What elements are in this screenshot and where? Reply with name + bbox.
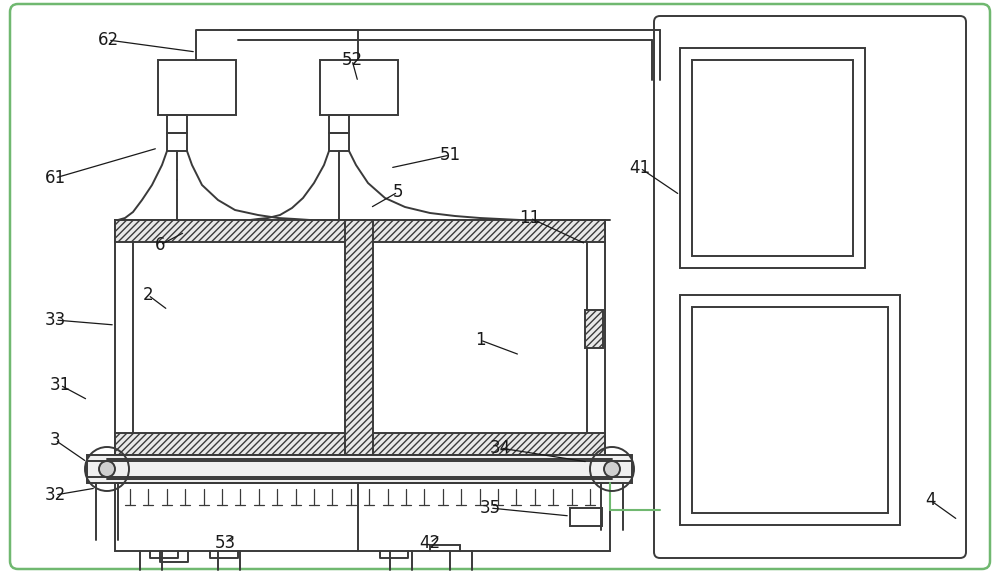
Bar [680, 295, 900, 525]
Text: 11: 11 [519, 209, 541, 227]
Text: 4: 4 [925, 491, 935, 509]
Text: 32: 32 [44, 486, 66, 504]
Text: 1: 1 [475, 331, 485, 349]
Bar [158, 60, 236, 115]
Text: 33: 33 [44, 311, 66, 329]
Text: 41: 41 [629, 159, 651, 177]
Circle shape [604, 461, 620, 477]
Bar [115, 433, 605, 455]
Circle shape [99, 461, 115, 477]
Bar [87, 455, 632, 483]
Text: 2: 2 [143, 286, 153, 304]
Text: 62: 62 [97, 31, 119, 49]
Text: 31: 31 [49, 376, 71, 394]
Bar [692, 60, 853, 256]
Bar [329, 115, 349, 133]
Text: 61: 61 [44, 169, 66, 187]
Text: 35: 35 [479, 499, 501, 517]
Text: 42: 42 [419, 534, 441, 552]
Text: 34: 34 [489, 439, 511, 457]
Text: 3: 3 [50, 431, 60, 449]
Bar [585, 310, 603, 348]
Bar [167, 133, 187, 151]
Text: 53: 53 [214, 534, 236, 552]
Text: 52: 52 [341, 51, 363, 69]
Bar [345, 220, 373, 455]
Bar [692, 307, 888, 513]
Bar [167, 115, 187, 133]
Bar [115, 220, 605, 242]
Bar [115, 220, 605, 455]
Text: 5: 5 [393, 183, 403, 201]
Bar [329, 133, 349, 151]
Bar [570, 508, 602, 526]
Bar [115, 483, 610, 551]
Bar [680, 48, 865, 268]
Text: 51: 51 [439, 146, 461, 164]
Bar [320, 60, 398, 115]
Text: 6: 6 [155, 236, 165, 254]
